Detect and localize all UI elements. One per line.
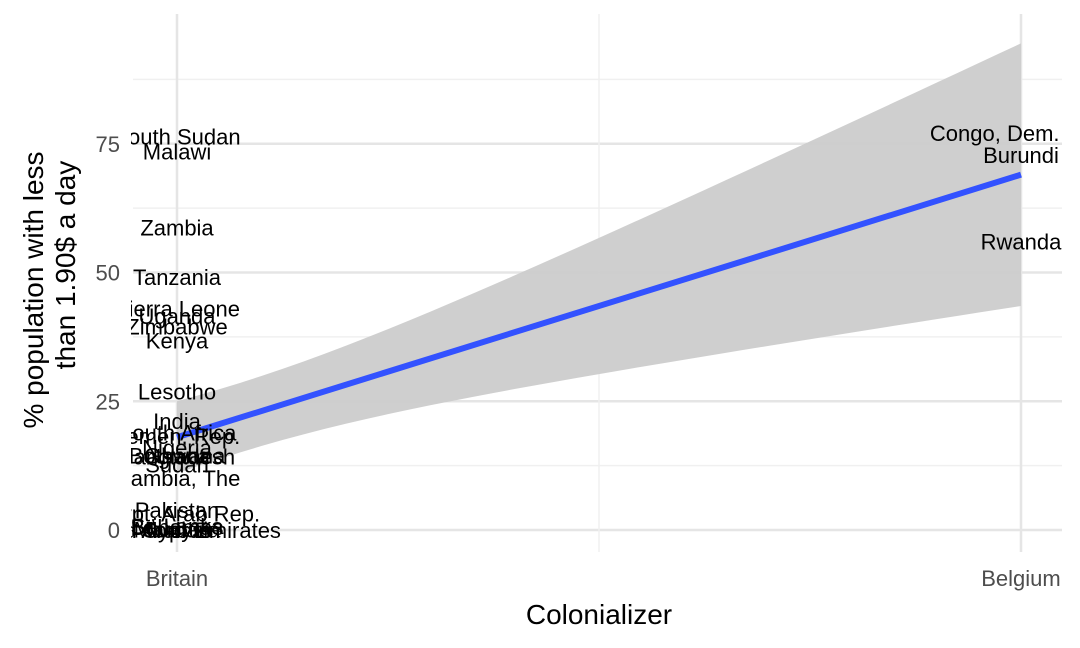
point-label: Sri Lanka — [131, 514, 225, 539]
y-axis-ticks: 0 25 50 75 — [96, 132, 120, 543]
point-label: India — [153, 409, 201, 434]
point-label: South Africa — [118, 421, 237, 446]
x-tick-label: Belgium — [981, 566, 1060, 591]
trend-line — [176, 171, 1022, 441]
point-label: United Arab Emirates — [73, 518, 281, 543]
x-tick-label: Britain — [146, 566, 208, 591]
point-label: Rwanda — [981, 230, 1062, 255]
point-label: Sierra Leone — [114, 297, 240, 322]
point-label: Uganda — [138, 304, 216, 329]
x-axis-title: Colonializer — [526, 599, 672, 630]
y-axis-title-line2: than 1.90$ a day — [50, 161, 81, 370]
point-label: Malaysia — [134, 517, 222, 542]
point-label: Lesotho — [138, 379, 216, 404]
point-label: Bangladesh — [119, 444, 235, 469]
point-label: Ghana — [144, 443, 211, 468]
y-tick-label: 75 — [96, 132, 120, 157]
point-label: Sudan — [145, 453, 209, 478]
point-label: Zambia — [140, 216, 214, 241]
x-axis-ticks: Britain Belgium — [146, 566, 1061, 591]
point-label: Bahamas — [131, 515, 224, 540]
trend-line-group — [176, 171, 1022, 441]
point-label: Kenya — [146, 328, 209, 353]
point-label: Pakistan — [135, 498, 219, 523]
point-label: Jordan — [143, 517, 210, 542]
confidence-band — [177, 43, 1021, 474]
point-label: Congo, Dem. Rep. — [930, 121, 1080, 146]
y-tick-label: 50 — [96, 261, 120, 286]
point-label: Yemen, Rep. — [114, 424, 240, 449]
point-label: Gambia, The — [114, 466, 241, 491]
confidence-band-group — [177, 43, 1021, 474]
point-label: Tanzania — [133, 265, 222, 290]
y-tick-label: 0 — [108, 518, 120, 543]
point-label: Malawi — [143, 139, 211, 164]
y-tick-label: 25 — [96, 389, 120, 414]
point-label: Botswana — [129, 443, 226, 468]
point-label: Cyprus — [142, 518, 212, 543]
point-label: South Sudan — [113, 125, 240, 150]
y-axis-title-line1: % population with less — [18, 151, 49, 428]
point-label: Zimbabwe — [126, 315, 227, 340]
point-label: Egypt, Arab Rep. — [94, 502, 260, 527]
point-label: Burundi — [983, 143, 1059, 168]
point-label: Nigeria — [142, 436, 212, 461]
